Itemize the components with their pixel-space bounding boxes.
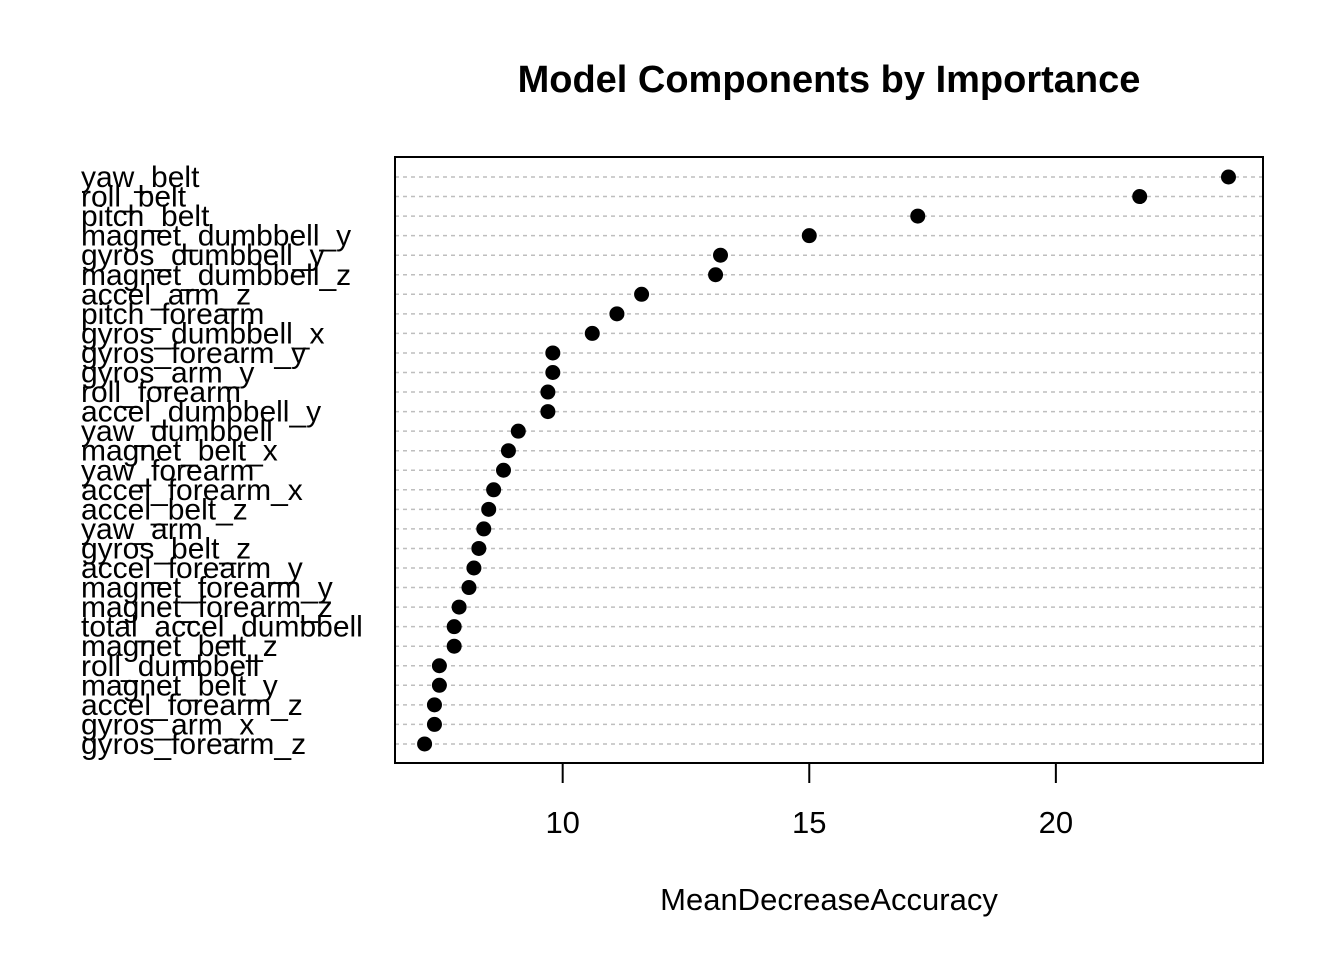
x-tick-label: 10: [545, 805, 579, 840]
data-point: [476, 521, 492, 537]
data-point: [708, 267, 724, 283]
data-point: [713, 247, 728, 263]
category-label: yaw_forearm: [81, 454, 254, 487]
grid-lines: [395, 176, 1263, 745]
category-label: accel_forearm_z: [81, 689, 303, 722]
x-axis-label: MeanDecreaseAccuracy: [660, 882, 998, 917]
category-label: yaw_dumbbell: [81, 415, 273, 448]
category-label: accel_arm_z: [81, 278, 251, 311]
data-point: [426, 716, 442, 732]
data-point: [446, 619, 462, 635]
data-point: [510, 423, 526, 439]
category-label: total_accel_dumbbell: [81, 611, 363, 644]
category-label: gyros_forearm_z: [81, 728, 306, 761]
category-label: magnet_dumbbell_z: [81, 259, 351, 292]
data-point: [486, 482, 502, 498]
category-label: roll_belt: [81, 181, 187, 214]
data-point: [417, 736, 433, 752]
category-label: yaw_belt: [81, 161, 200, 194]
data-point: [545, 365, 561, 380]
category-label: accel_dumbbell_y: [81, 396, 321, 429]
category-label: gyros_dumbbell_x: [81, 317, 324, 350]
data-point: [1220, 169, 1236, 185]
data-point: [446, 638, 462, 654]
category-label: magnet_forearm_z: [81, 591, 333, 624]
plot-frame: [394, 156, 1264, 764]
x-tick-label: 20: [1039, 805, 1073, 840]
data-point: [481, 501, 497, 517]
category-label: pitch_forearm: [81, 298, 264, 331]
data-point: [466, 560, 482, 576]
data-point: [471, 540, 487, 556]
data-points: [417, 169, 1236, 752]
category-label: accel_belt_z: [81, 493, 248, 526]
category-label: accel_forearm_x: [81, 474, 303, 507]
category-label: gyros_arm_y: [81, 357, 254, 390]
data-point: [461, 580, 477, 596]
category-label: accel_forearm_y: [81, 552, 303, 585]
data-point: [500, 443, 516, 459]
category-label: gyros_dumbbell_y: [81, 239, 324, 272]
category-label: gyros_belt_z: [81, 532, 251, 565]
chart-title: Model Components by Importance: [518, 59, 1141, 101]
data-point: [431, 677, 447, 693]
data-point: [431, 658, 447, 674]
data-point: [496, 462, 511, 478]
x-axis: 10 15 20: [545, 763, 1073, 840]
category-label: magnet_forearm_y: [81, 572, 333, 605]
data-point: [801, 228, 817, 244]
category-labels: yaw_beltroll_beltpitch_beltmagnet_dumbbe…: [81, 161, 363, 761]
data-point: [540, 384, 556, 400]
category-label: yaw_arm: [81, 513, 203, 546]
data-point: [1132, 189, 1148, 205]
category-label: magnet_dumbbell_y: [81, 220, 351, 253]
data-point: [634, 286, 650, 302]
data-point: [540, 404, 556, 420]
data-point: [451, 599, 467, 615]
category-label: roll_dumbbell: [81, 650, 259, 683]
data-point: [910, 208, 926, 224]
category-label: gyros_arm_x: [81, 708, 254, 741]
category-label: magnet_belt_x: [81, 435, 278, 468]
category-label: gyros_forearm_y: [81, 337, 306, 370]
category-label: magnet_belt_z: [81, 630, 278, 663]
data-point: [609, 306, 625, 322]
data-point: [584, 325, 600, 341]
data-point: [426, 697, 442, 713]
category-label: magnet_belt_y: [81, 669, 278, 702]
category-label: pitch_belt: [81, 200, 210, 233]
data-point: [545, 345, 561, 361]
category-label: roll_forearm: [81, 376, 241, 409]
x-tick-label: 15: [792, 805, 826, 840]
